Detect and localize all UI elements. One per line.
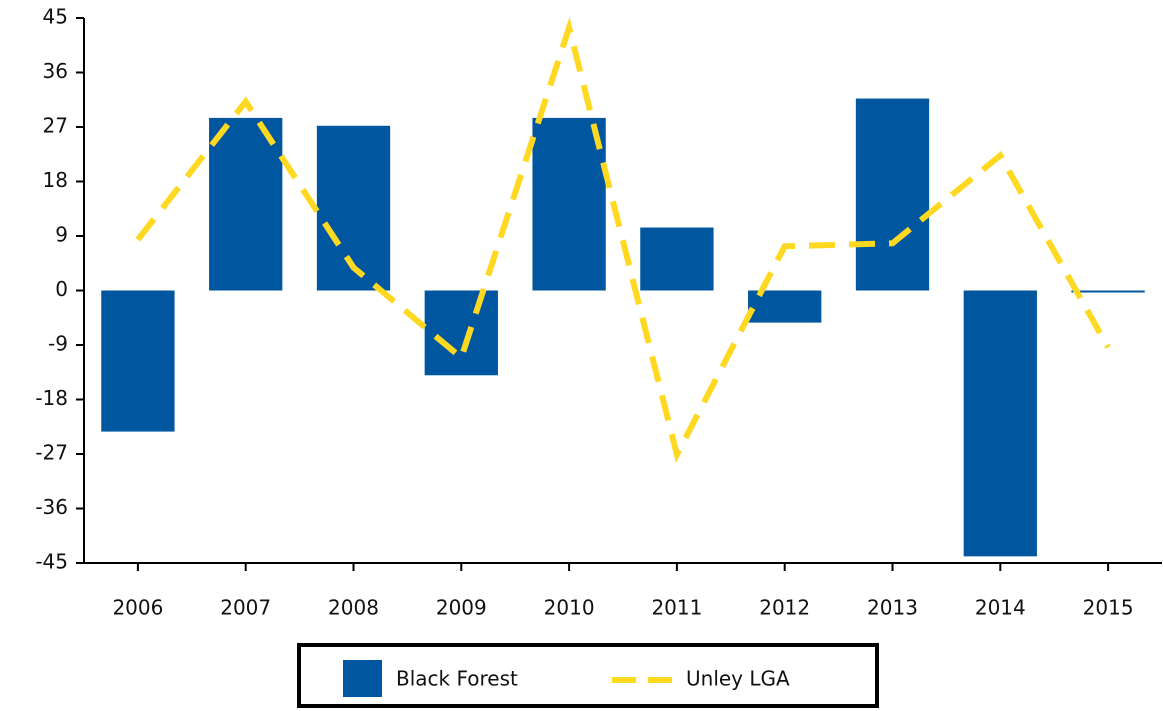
line [135,16,1111,464]
bar [640,227,714,291]
y-tick-label: 45 [43,5,68,29]
y-tick-label: 9 [55,223,68,247]
x-tick-label: 2013 [867,596,918,620]
legend-label: Unley LGA [686,667,790,691]
legend-box [297,643,879,708]
y-tick-label: -27 [35,441,68,465]
bar [963,290,1037,557]
y-tick-label: -45 [35,550,68,574]
y-tick-label: -18 [35,386,68,410]
y-tick-label: 18 [43,168,68,192]
x-tick-label: 2008 [328,596,379,620]
y-tick-label: 0 [55,277,68,301]
x-tick-label: 2015 [1083,596,1134,620]
bar [101,290,175,432]
y-tick-label: 36 [43,59,68,83]
bar [424,290,498,376]
legend-label: Black Forest [396,667,518,691]
bar [855,98,930,291]
bar [532,117,606,291]
x-tick-label: 2009 [436,596,487,620]
y-tick-label: 27 [43,114,68,138]
x-tick-label: 2006 [112,596,163,620]
x-tick-label: 2012 [759,596,810,620]
x-tick-label: 2014 [975,596,1026,620]
legend-swatch [343,660,382,697]
bar [1071,290,1145,293]
x-tick-label: 2011 [651,596,702,620]
y-tick-label: -9 [48,332,68,356]
x-tick-label: 2010 [544,596,595,620]
y-tick-label: -36 [35,495,68,519]
x-tick-label: 2007 [220,596,271,620]
bar [209,117,283,291]
